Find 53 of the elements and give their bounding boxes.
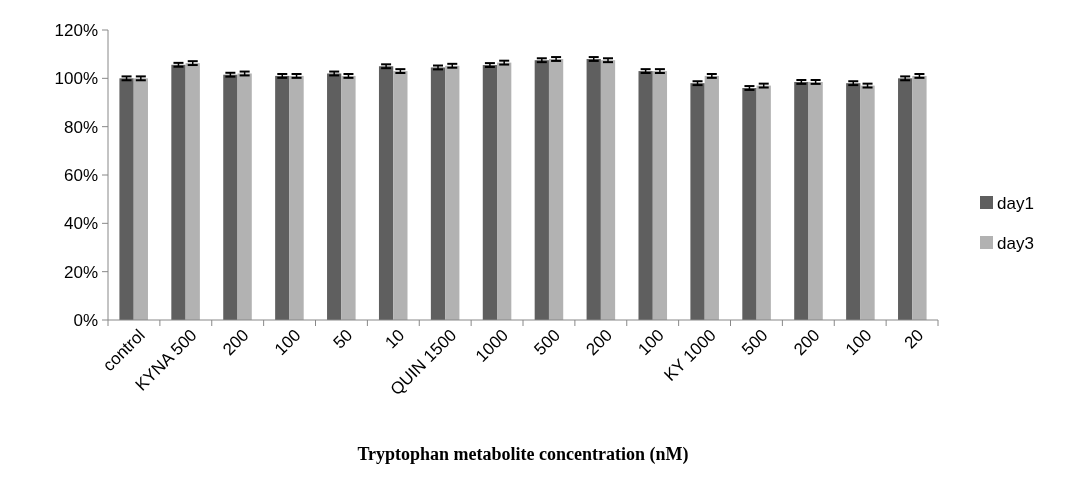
bar — [586, 59, 601, 320]
x-tick-label: 200 — [582, 325, 616, 360]
bar — [445, 65, 460, 320]
bar — [185, 63, 200, 320]
bar — [534, 60, 549, 320]
x-tick-label: 200 — [219, 325, 253, 360]
bar — [275, 75, 290, 320]
bar — [548, 59, 564, 320]
y-tick-label: 0% — [73, 310, 98, 330]
legend-label: day1 — [997, 193, 1034, 213]
bar — [860, 85, 875, 320]
bar — [237, 73, 252, 320]
bar — [690, 83, 705, 320]
bar — [171, 64, 186, 320]
bar — [393, 71, 408, 320]
bar — [133, 78, 148, 320]
x-tick-label: 100 — [634, 325, 668, 360]
x-tick-label: 200 — [790, 325, 824, 360]
bar — [808, 81, 823, 320]
bar — [704, 75, 719, 320]
bar — [756, 85, 771, 320]
x-tick-label: 20 — [900, 325, 928, 353]
y-tick-label: 60% — [63, 165, 98, 185]
bar — [482, 65, 498, 320]
bar — [600, 60, 616, 320]
legend-label: day3 — [997, 233, 1034, 253]
bar — [327, 73, 342, 320]
y-tick-label: 80% — [63, 117, 98, 137]
bar — [223, 74, 238, 320]
x-tick-label: 100 — [841, 325, 876, 360]
bar — [638, 71, 653, 320]
bar — [119, 78, 134, 320]
y-tick-label: 100% — [54, 69, 98, 89]
bar — [912, 75, 927, 320]
bar — [898, 78, 913, 320]
x-tick-label: 100 — [270, 325, 305, 360]
y-tick-label: 120% — [54, 20, 98, 40]
y-tick-label: 20% — [63, 262, 98, 282]
bar — [341, 75, 356, 320]
y-tick-label: 40% — [63, 214, 98, 234]
bar — [289, 75, 304, 320]
bar — [378, 66, 394, 320]
x-tick-label: 500 — [738, 325, 772, 360]
bar — [846, 83, 861, 320]
bar — [497, 62, 512, 320]
x-tick-label: 500 — [530, 325, 564, 360]
bar — [742, 88, 757, 320]
bar — [652, 71, 668, 320]
x-axis-title: Tryptophan metabolite concentration (nM) — [357, 444, 689, 465]
bar — [430, 67, 446, 320]
bar — [794, 81, 809, 320]
x-tick-label: 50 — [329, 325, 357, 353]
x-tick-label: 10 — [381, 325, 409, 353]
